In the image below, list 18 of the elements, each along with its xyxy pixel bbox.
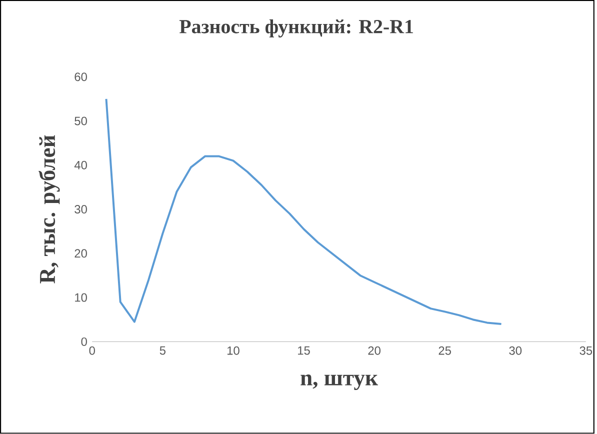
x-tick-label: 35 (580, 346, 592, 355)
x-tick-label: 30 (509, 346, 522, 355)
x-tick-label: 5 (160, 346, 166, 355)
y-tick-label: 0 (81, 338, 87, 346)
x-tick-label: 0 (89, 346, 95, 355)
y-tick-label: 10 (75, 293, 87, 302)
x-tick-label: 20 (368, 346, 380, 355)
y-tick-label: 30 (74, 205, 87, 214)
y-tick-label: 20 (74, 249, 87, 258)
y-axis-title: R, тыс. рублей (38, 135, 60, 284)
y-tick-label: 50 (74, 116, 87, 126)
chart-title: Разность функций: R2-R1 (179, 19, 413, 38)
y-tick-label: 60 (74, 72, 87, 82)
x-axis-title: n, штук (300, 374, 378, 390)
x-tick-label: 15 (298, 346, 310, 355)
x-tick-label: 10 (227, 346, 240, 355)
y-tick-label: 40 (74, 160, 87, 170)
x-tick-label: 25 (438, 346, 451, 355)
